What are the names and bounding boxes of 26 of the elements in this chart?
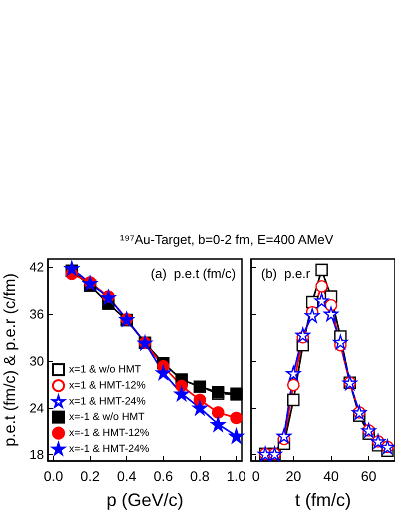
x-tick-label: 0.0 <box>44 468 64 484</box>
annotation: (b) p.e.r <box>261 266 311 281</box>
legend-label: x=1 & HMT-12% <box>69 380 146 392</box>
legend-label: x=1 & HMT-24% <box>69 395 146 408</box>
y-tick-label: 24 <box>30 400 44 416</box>
x-tick-label: 0.8 <box>190 468 210 484</box>
x-tick-label: 0.4 <box>116 468 137 484</box>
x-axis-title: p (GeV/c) <box>106 490 184 510</box>
x-tick-label: 0.2 <box>80 468 100 484</box>
x-tick-label: 0 <box>252 468 260 484</box>
x-axis-title: t (fm/c) <box>295 490 351 510</box>
legend-label: x=1 & w/o HMT <box>69 364 142 376</box>
y-tick-label: 18 <box>30 447 44 462</box>
annotation: (a) p.e.t (fm/c) <box>150 266 236 281</box>
y-tick-label: 36 <box>30 306 44 322</box>
y-tick-label: 30 <box>30 353 44 368</box>
y-axis-title: p.e.t (fm/c) & p.e.r (c/fm) <box>2 273 20 447</box>
legend-label: x=-1 & HMT-12% <box>69 427 150 440</box>
x-tick-label: 40 <box>323 468 339 484</box>
x-tick-label: 20 <box>286 468 302 484</box>
x-tick-label: 0.6 <box>154 468 174 484</box>
x-tick-label: 60 <box>360 468 377 484</box>
legend-label: x=-1 & w/o HMT <box>69 411 146 424</box>
chart-title: ¹⁹⁷Au-Target, b=0-2 fm, E=400 AMeV <box>120 232 334 247</box>
legend-label: x=-1 & HMT-24% <box>69 442 150 455</box>
y-tick-label: 42 <box>30 259 44 274</box>
